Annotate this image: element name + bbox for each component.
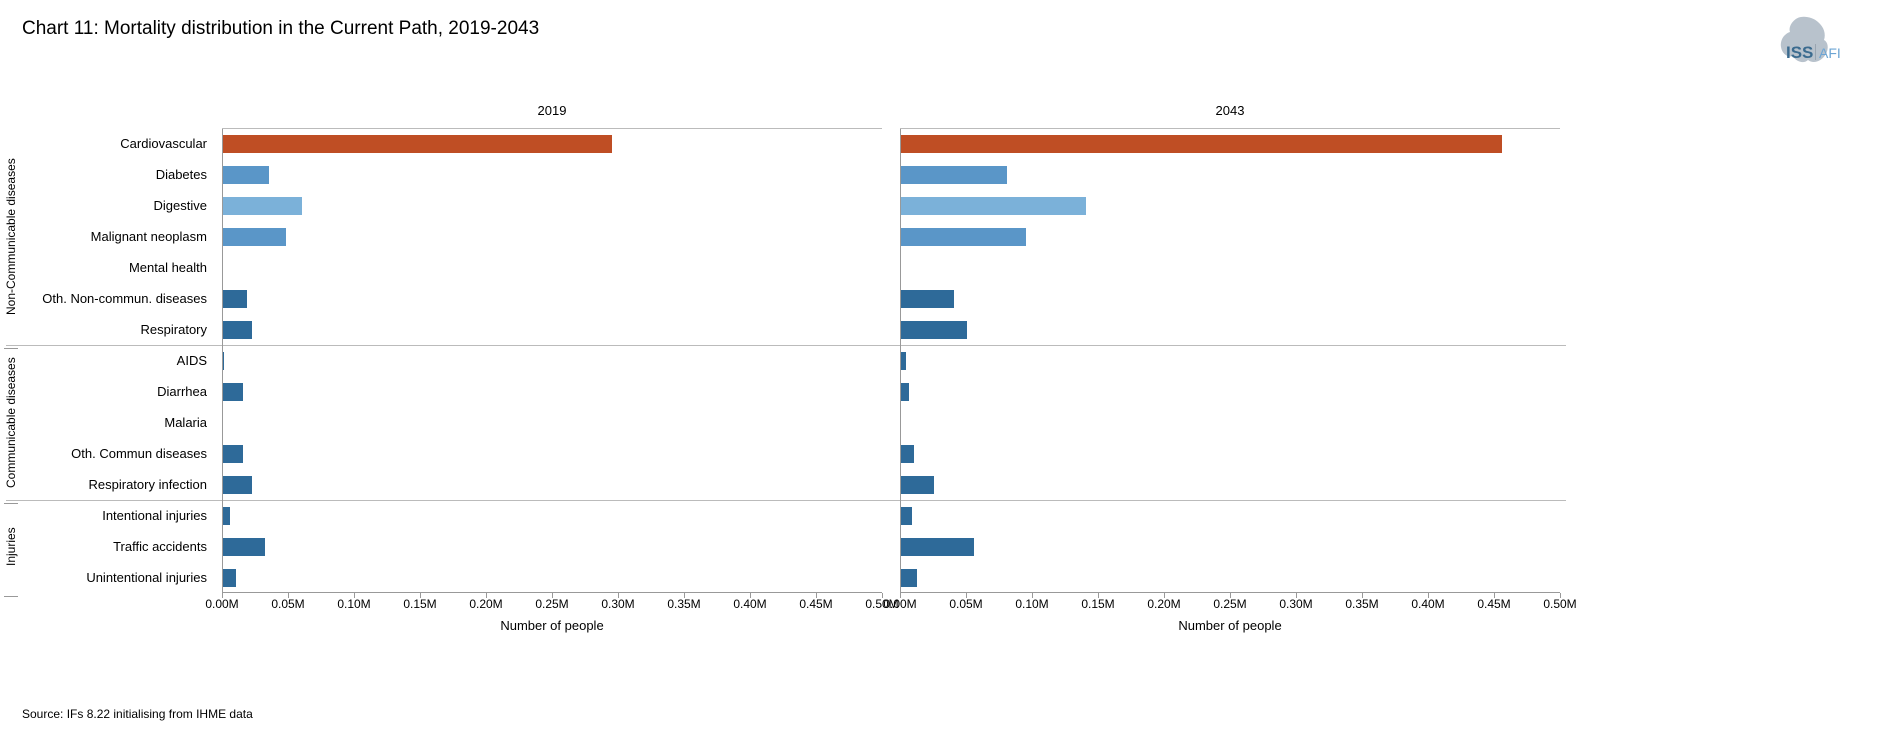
- bar: [223, 569, 236, 587]
- xtick-label: 0.20M: [1147, 597, 1180, 611]
- source-note: Source: IFs 8.22 initialising from IHME …: [22, 707, 253, 721]
- bar: [901, 445, 914, 463]
- group-label: Non-Communicable diseases: [4, 128, 18, 349]
- xtick-label: 0.15M: [1081, 597, 1114, 611]
- bar: [901, 197, 1086, 215]
- bar: [223, 538, 265, 556]
- xtick-label: 0.05M: [949, 597, 982, 611]
- xtick-label: 0.45M: [1477, 597, 1510, 611]
- category-label: Respiratory: [141, 323, 207, 337]
- bar: [223, 321, 252, 339]
- xtick-label: 0.35M: [667, 597, 700, 611]
- category-label: Unintentional injuries: [86, 571, 207, 585]
- plot: [900, 128, 1560, 593]
- category-label: Mental health: [129, 261, 207, 275]
- panel: 20430.00M0.05M0.10M0.15M0.20M0.25M0.30M0…: [900, 100, 1560, 640]
- xtick-label: 0.10M: [1015, 597, 1048, 611]
- x-axis-label: Number of people: [900, 618, 1560, 633]
- xtick-label: 0.50M: [1543, 597, 1576, 611]
- iss-afi-logo: ISS AFI: [1766, 12, 1856, 77]
- xtick-label: 0.45M: [799, 597, 832, 611]
- chart-area: Non-Communicable diseasesCommunicable di…: [0, 100, 1880, 660]
- bar: [223, 197, 302, 215]
- category-label: Traffic accidents: [113, 540, 207, 554]
- bar: [901, 383, 909, 401]
- xtick-label: 0.05M: [271, 597, 304, 611]
- bar: [901, 569, 917, 587]
- bar: [901, 321, 967, 339]
- category-label: Diabetes: [156, 168, 207, 182]
- category-label: Digestive: [154, 199, 207, 213]
- category-axis: Cardiovascular Diabetes Digestive Malignant…: [40, 128, 215, 593]
- bar: [223, 507, 230, 525]
- category-label: Cardiovascular: [120, 137, 207, 151]
- bar: [901, 228, 1026, 246]
- category-label: Oth. Non-commun. diseases: [42, 292, 207, 306]
- bar: [901, 538, 974, 556]
- category-label: Malignant neoplasm: [91, 230, 207, 244]
- xtick-label: 0.20M: [469, 597, 502, 611]
- svg-text:ISS: ISS: [1786, 43, 1813, 62]
- bar: [901, 352, 906, 370]
- xtick-label: 0.40M: [733, 597, 766, 611]
- xtick-label: 0.10M: [337, 597, 370, 611]
- xtick-label: 0.35M: [1345, 597, 1378, 611]
- xtick-label: 0.40M: [1411, 597, 1444, 611]
- xtick-label: 0.00M: [883, 597, 916, 611]
- category-label: Respiratory infection: [89, 478, 208, 492]
- bar: [223, 476, 252, 494]
- bar: [901, 476, 934, 494]
- category-label: Diarrhea: [157, 385, 207, 399]
- category-label: Oth. Commun diseases: [71, 447, 207, 461]
- chart-title: Chart 11: Mortality distribution in the …: [22, 18, 539, 40]
- x-axis-label: Number of people: [222, 618, 882, 633]
- plot-top-border: [900, 128, 1560, 129]
- bar: [223, 352, 224, 370]
- bar: [901, 507, 912, 525]
- xtick-label: 0.25M: [535, 597, 568, 611]
- bar: [223, 135, 612, 153]
- panel: 20190.00M0.05M0.10M0.15M0.20M0.25M0.30M0…: [222, 100, 882, 640]
- panel-title: 2043: [900, 103, 1560, 118]
- bar: [223, 228, 286, 246]
- xtick-label: 0.30M: [601, 597, 634, 611]
- svg-text:AFI: AFI: [1819, 45, 1841, 61]
- group-axis: Non-Communicable diseasesCommunicable di…: [0, 128, 30, 593]
- group-label: Communicable diseases: [4, 345, 18, 504]
- xtick-label: 0.00M: [205, 597, 238, 611]
- bar: [223, 290, 247, 308]
- group-label: Injuries: [4, 500, 18, 597]
- bar: [223, 166, 269, 184]
- category-label: Malaria: [164, 416, 207, 430]
- bar: [901, 290, 954, 308]
- bar: [223, 445, 243, 463]
- plot-top-border: [222, 128, 882, 129]
- xtick-label: 0.30M: [1279, 597, 1312, 611]
- xtick-label: 0.25M: [1213, 597, 1246, 611]
- bar: [223, 383, 243, 401]
- plot: [222, 128, 882, 593]
- bar: [901, 135, 1502, 153]
- panel-title: 2019: [222, 103, 882, 118]
- category-label: AIDS: [177, 354, 207, 368]
- bar: [901, 166, 1007, 184]
- category-label: Intentional injuries: [102, 509, 207, 523]
- xtick-label: 0.15M: [403, 597, 436, 611]
